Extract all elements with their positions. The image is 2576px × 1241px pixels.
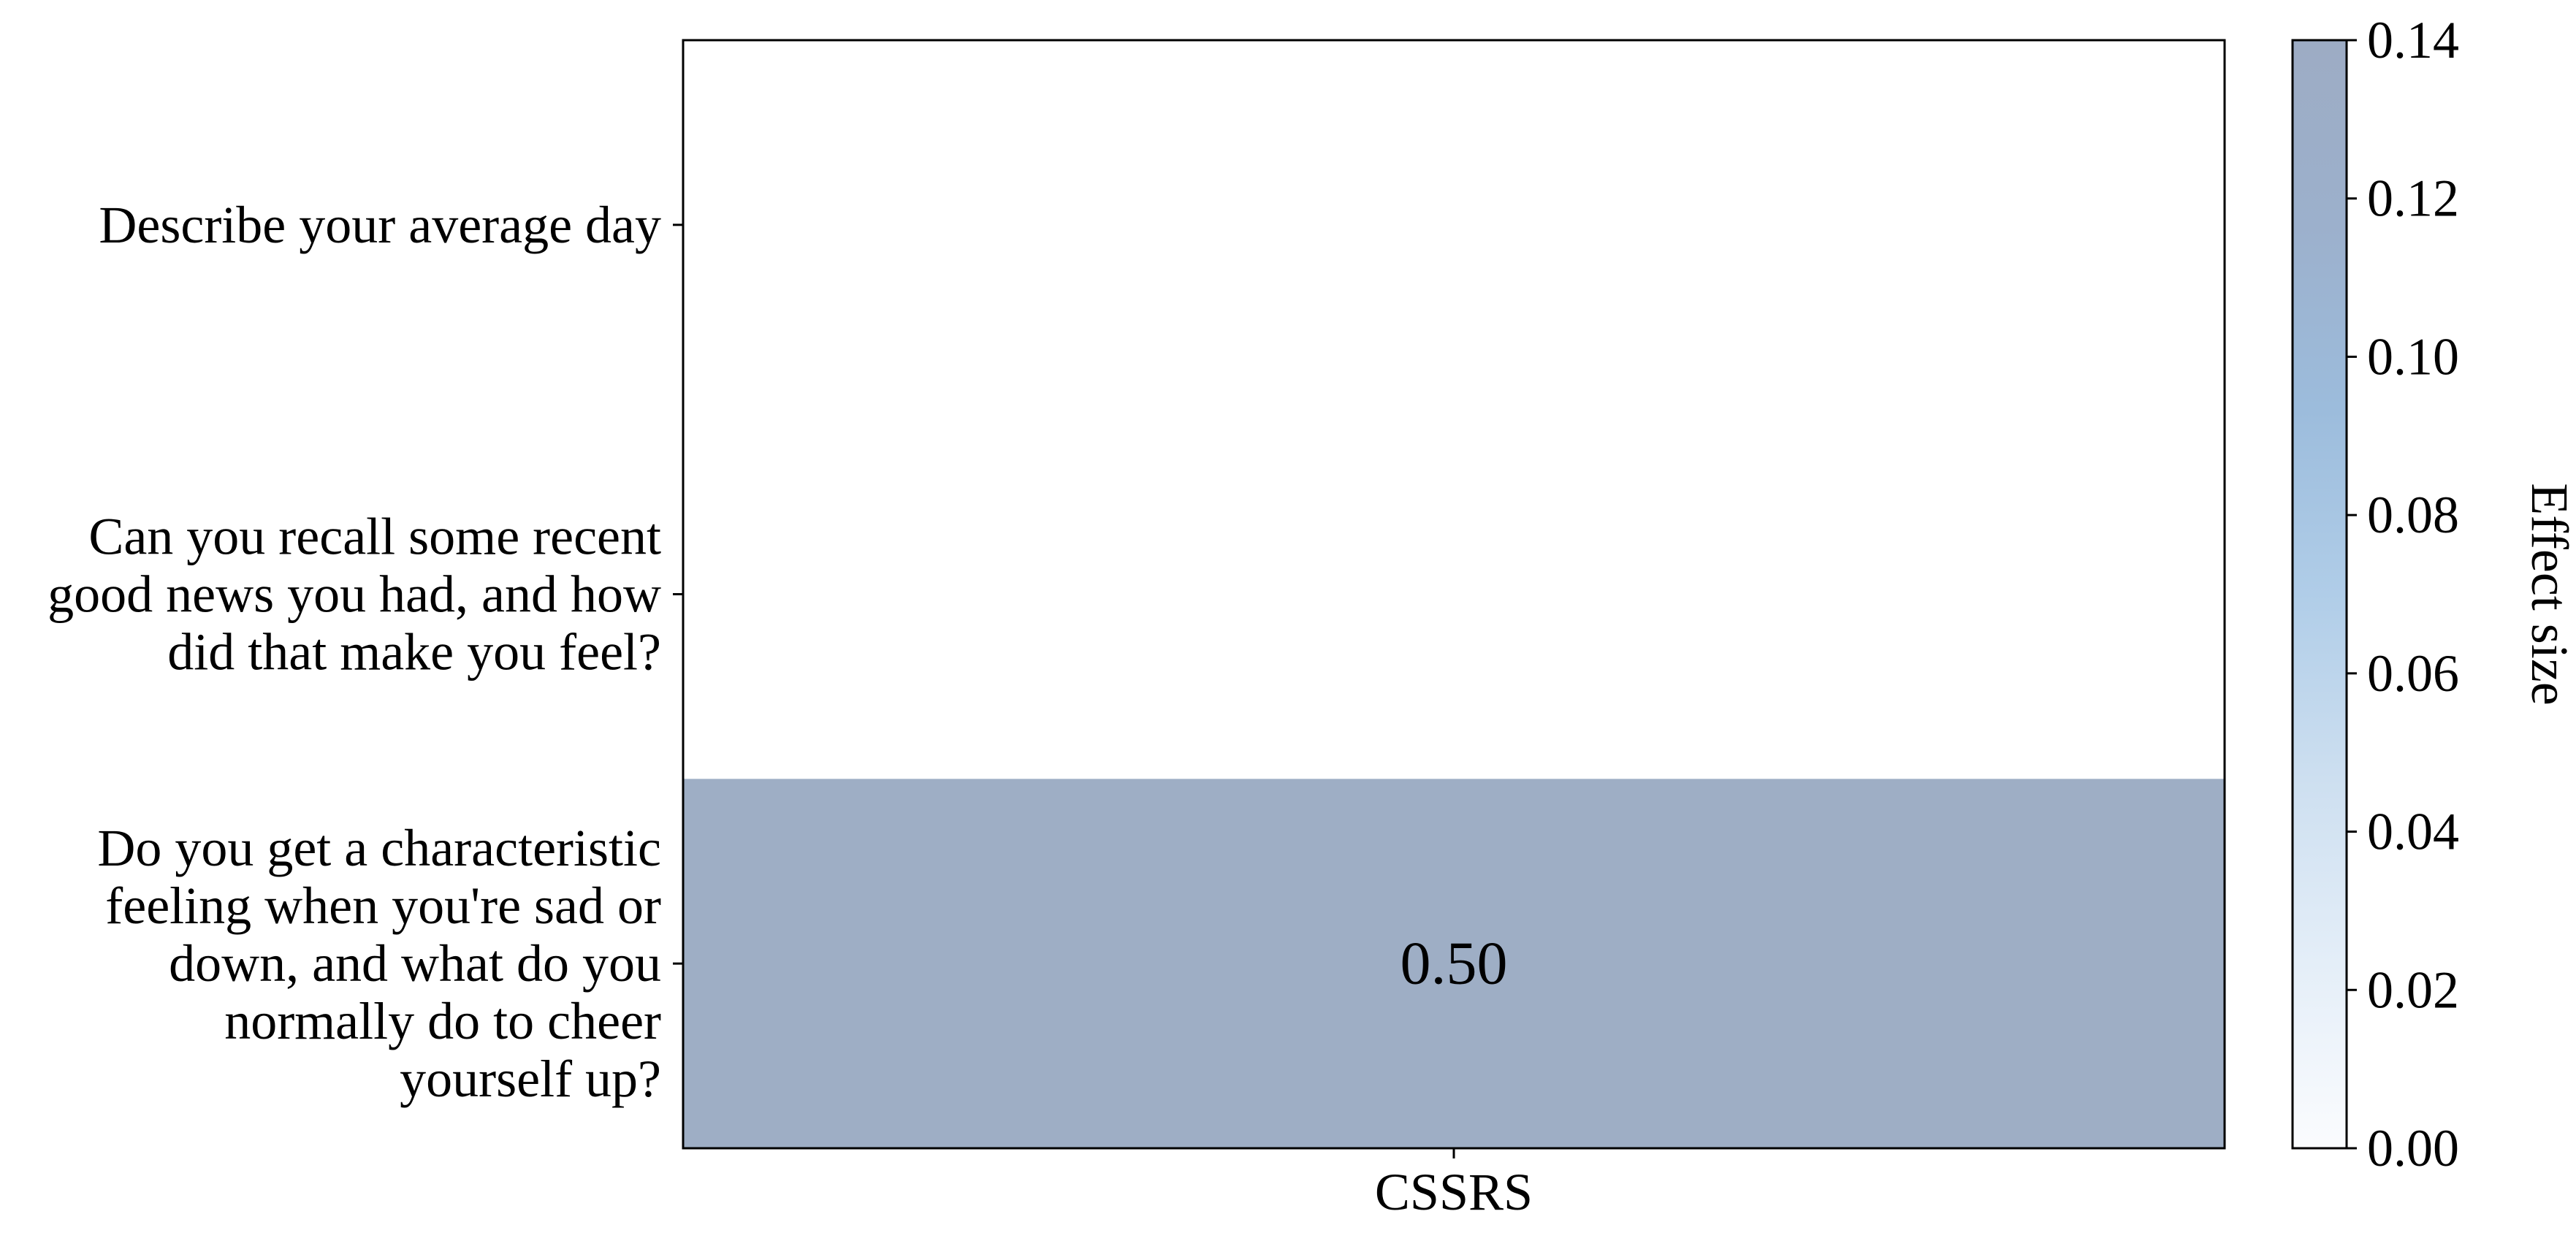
colorbar-tick-label: 0.00 [2367,1119,2459,1177]
heatmap-cell [683,779,2225,1148]
colorbar-tick-label: 0.06 [2367,644,2459,703]
colorbar-tick-label: 0.04 [2367,803,2459,861]
colorbar-tick-label: 0.02 [2367,961,2459,1019]
colorbar-scale [2291,39,2348,1150]
cell-annotations: 0.50 [1401,930,1508,998]
colorbar: 0.00 0.02 0.04 0.06 0.08 0.10 0.12 0.14 Effect s… [2291,11,2576,1177]
y-tick-label: Describe your average day [99,196,661,254]
colorbar-tick-label: 0.08 [2367,486,2459,544]
cell-value-label: 0.50 [1401,930,1508,998]
colorbar-tick-label: 0.10 [2367,327,2459,386]
y-axis: Describe your average day Can you recall … [47,196,683,1108]
colorbar-tick-label: 0.14 [2367,11,2459,69]
colorbar-tick-label: 0.12 [2367,169,2459,228]
x-axis: CSSRS [1375,1148,1533,1221]
y-tick-label: Do you get a characteristic feeling when … [97,819,661,1108]
y-tick-label: Can you recall some recent good news you … [47,508,661,681]
colorbar-label: Effect size [2520,483,2576,706]
heatmap-cells [683,779,2225,1148]
x-tick-label: CSSRS [1375,1163,1533,1221]
